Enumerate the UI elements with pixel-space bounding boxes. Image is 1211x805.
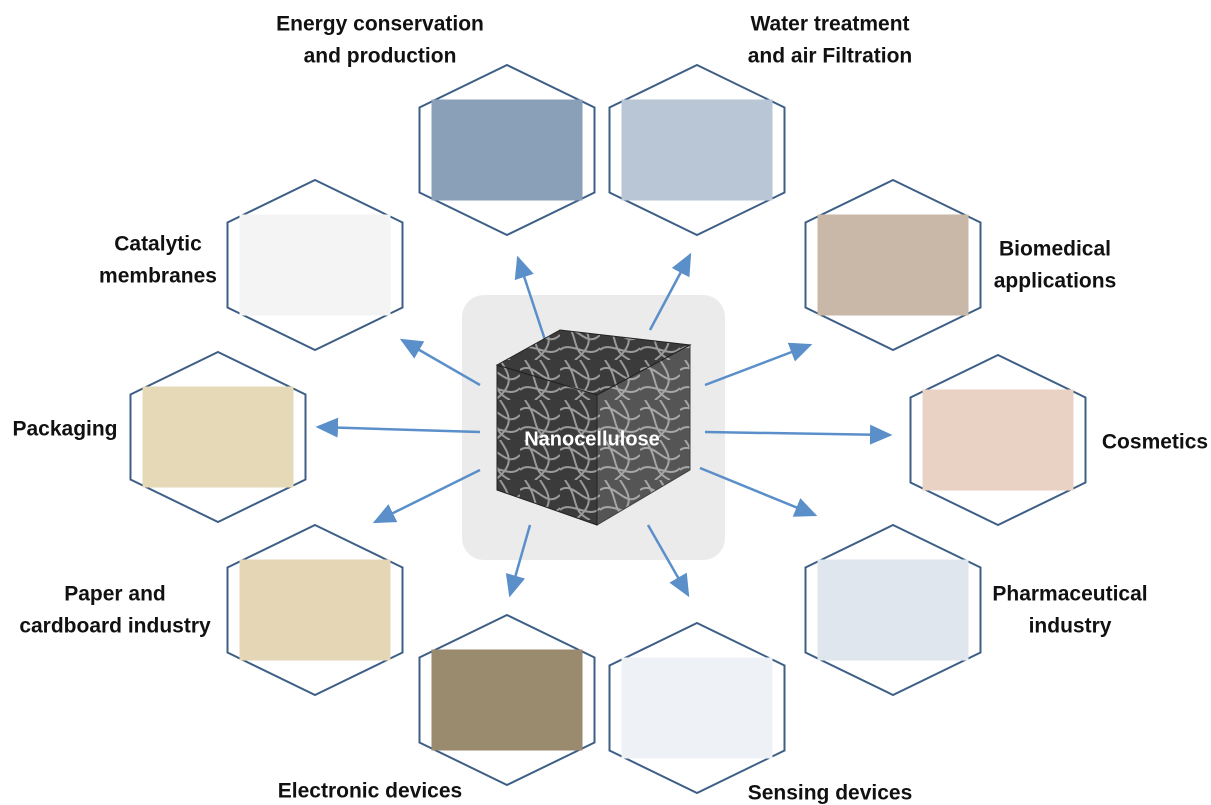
- application-label: Paper and: [64, 583, 166, 606]
- cube: [495, 329, 692, 526]
- arrow: [704, 424, 893, 445]
- image-placeholder: [817, 214, 969, 316]
- application-label: Energy conservation: [276, 13, 484, 36]
- arrow: [505, 524, 532, 598]
- application-label: and air Filtration: [748, 45, 913, 68]
- application-label: Packaging: [12, 418, 117, 441]
- image-placeholder: [239, 559, 391, 661]
- image-placeholder: [922, 389, 1074, 491]
- image-placeholder: [431, 649, 583, 751]
- arrow: [514, 255, 547, 341]
- arrow: [399, 338, 481, 387]
- arrow: [648, 252, 692, 331]
- arrow: [704, 342, 813, 387]
- application-label: applications: [994, 270, 1117, 293]
- image-placeholder: [431, 99, 583, 201]
- arrow: [372, 468, 481, 524]
- application-label: Pharmaceutical: [992, 583, 1147, 606]
- application-label: Cosmetics: [1102, 431, 1208, 454]
- arrow: [646, 524, 690, 598]
- application-label: and production: [304, 45, 457, 68]
- application-label: Sensing devices: [748, 782, 913, 805]
- image-placeholder: [142, 386, 294, 488]
- application-label: cardboard industry: [19, 615, 211, 638]
- image-placeholder: [239, 214, 391, 316]
- application-label: industry: [1029, 615, 1112, 638]
- center-label: Nanocellulose: [524, 428, 660, 450]
- application-label: Electronic devices: [278, 780, 462, 803]
- image-placeholder: [817, 559, 969, 661]
- application-label: Catalytic: [114, 233, 202, 256]
- image-placeholder: [621, 99, 773, 201]
- application-label: membranes: [99, 265, 217, 288]
- image-placeholder: [621, 657, 773, 759]
- arrow: [699, 466, 818, 517]
- application-label: Biomedical: [999, 238, 1111, 261]
- arrow: [315, 417, 481, 438]
- application-label: Water treatment: [750, 13, 909, 36]
